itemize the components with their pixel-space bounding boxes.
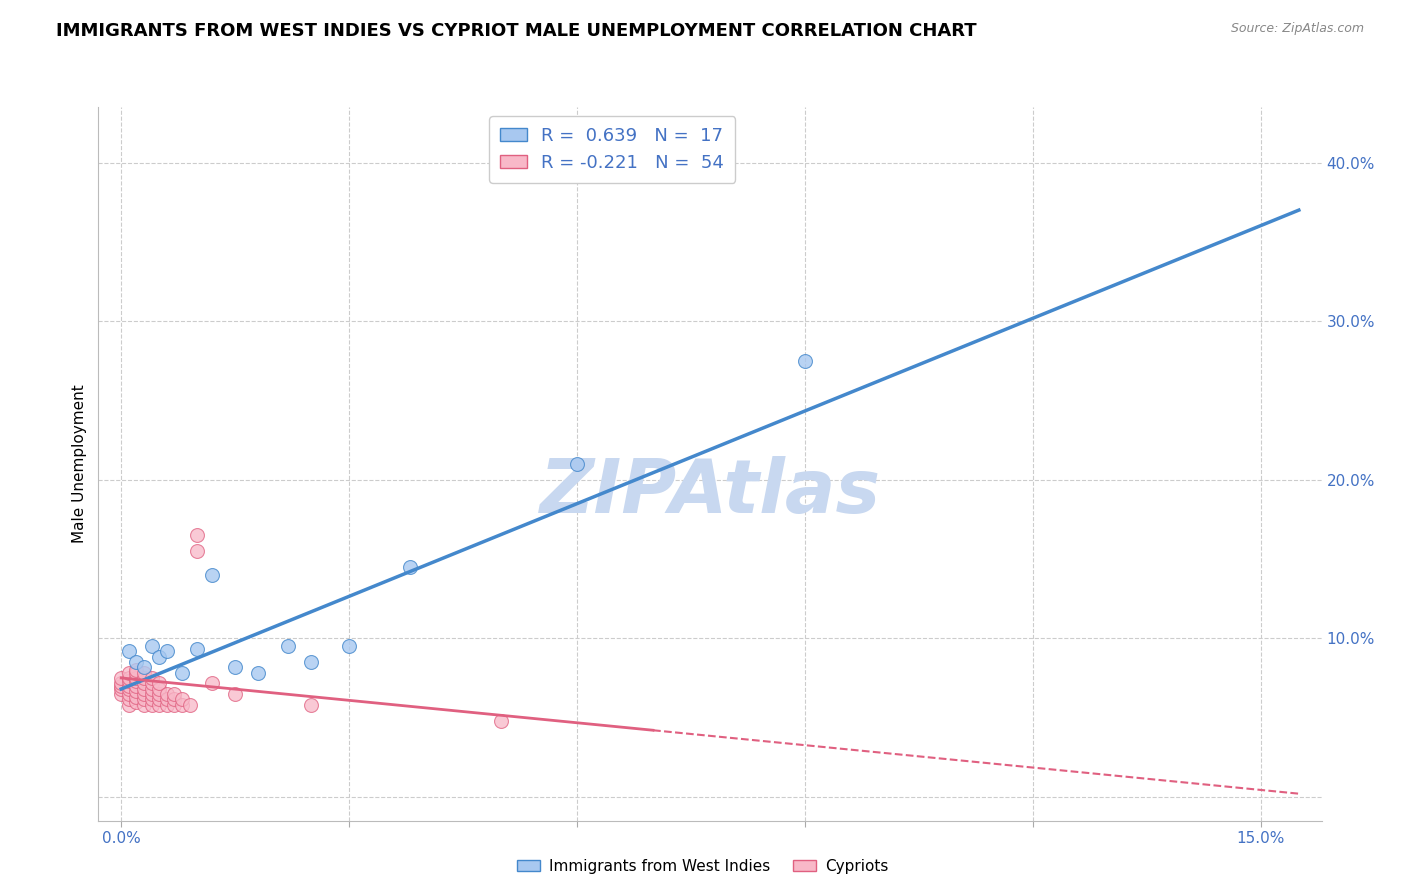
Point: [186, 642, 208, 657]
Point: [156, 691, 179, 706]
Point: [148, 675, 170, 690]
Point: [141, 687, 163, 701]
Point: [179, 698, 201, 712]
Point: [141, 675, 163, 690]
Point: [118, 681, 141, 696]
Point: [299, 698, 322, 712]
Point: [110, 687, 132, 701]
Point: [141, 639, 163, 653]
Point: [141, 681, 163, 696]
Point: [148, 681, 170, 696]
Point: [141, 671, 163, 685]
Point: [224, 660, 246, 674]
Text: ZIPAtlas: ZIPAtlas: [540, 456, 880, 529]
Point: [125, 695, 148, 709]
Point: [186, 528, 208, 542]
Point: [118, 679, 141, 693]
Point: [148, 650, 170, 665]
Legend: Immigrants from West Indies, Cypriots: Immigrants from West Indies, Cypriots: [510, 853, 896, 880]
Point: [118, 644, 141, 658]
Point: [277, 639, 299, 653]
Point: [148, 698, 170, 712]
Point: [110, 679, 132, 693]
Point: [148, 687, 170, 701]
Text: IMMIGRANTS FROM WEST INDIES VS CYPRIOT MALE UNEMPLOYMENT CORRELATION CHART: IMMIGRANTS FROM WEST INDIES VS CYPRIOT M…: [56, 22, 977, 40]
Point: [132, 698, 155, 712]
Point: [132, 660, 155, 674]
Point: [163, 691, 186, 706]
Point: [125, 683, 148, 698]
Point: [125, 671, 148, 685]
Point: [110, 675, 132, 690]
Point: [118, 691, 141, 706]
Point: [118, 674, 141, 689]
Point: [224, 687, 246, 701]
Point: [110, 681, 132, 696]
Point: [125, 679, 148, 693]
Point: [246, 666, 269, 681]
Point: [118, 671, 141, 685]
Point: [132, 691, 155, 706]
Y-axis label: Male Unemployment: Male Unemployment: [72, 384, 87, 543]
Point: [186, 544, 208, 558]
Point: [125, 655, 148, 669]
Point: [156, 687, 179, 701]
Point: [125, 666, 148, 681]
Point: [141, 698, 163, 712]
Point: [565, 457, 588, 471]
Point: [170, 666, 193, 681]
Point: [170, 698, 193, 712]
Point: [163, 687, 186, 701]
Point: [125, 690, 148, 704]
Point: [337, 639, 360, 653]
Point: [110, 671, 132, 685]
Point: [118, 698, 141, 712]
Point: [156, 698, 179, 712]
Point: [118, 666, 141, 681]
Point: [132, 681, 155, 696]
Point: [148, 691, 170, 706]
Point: [201, 675, 224, 690]
Point: [201, 567, 224, 582]
Point: [125, 674, 148, 689]
Point: [399, 560, 422, 574]
Point: [794, 353, 817, 368]
Point: [156, 644, 179, 658]
Point: [170, 691, 193, 706]
Point: [132, 687, 155, 701]
Point: [163, 698, 186, 712]
Point: [132, 675, 155, 690]
Point: [125, 663, 148, 677]
Point: [141, 691, 163, 706]
Text: Source: ZipAtlas.com: Source: ZipAtlas.com: [1230, 22, 1364, 36]
Legend: R =  0.639   N =  17, R = -0.221   N =  54: R = 0.639 N = 17, R = -0.221 N = 54: [489, 116, 735, 183]
Point: [489, 714, 512, 728]
Point: [132, 666, 155, 681]
Point: [132, 671, 155, 685]
Point: [299, 655, 322, 669]
Point: [118, 687, 141, 701]
